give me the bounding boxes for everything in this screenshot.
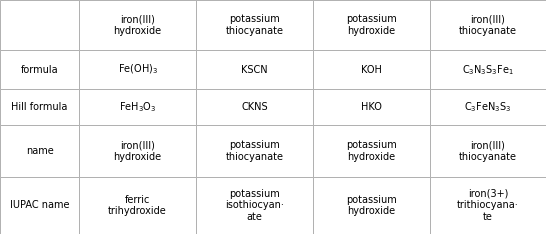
Bar xyxy=(79,0,196,50)
Text: potassium
thiocyanate: potassium thiocyanate xyxy=(225,14,283,36)
Text: iron(III)
hydroxide: iron(III) hydroxide xyxy=(114,14,162,36)
Bar xyxy=(430,50,546,89)
Text: C$_3$FeN$_3$S$_3$: C$_3$FeN$_3$S$_3$ xyxy=(464,100,512,114)
Text: iron(III)
hydroxide: iron(III) hydroxide xyxy=(114,140,162,162)
Text: potassium
hydroxide: potassium hydroxide xyxy=(346,194,396,216)
Text: formula: formula xyxy=(21,65,58,75)
Text: potassium
isothiocyan·
ate: potassium isothiocyan· ate xyxy=(225,189,284,222)
Bar xyxy=(430,0,546,50)
Text: FeH$_3$O$_3$: FeH$_3$O$_3$ xyxy=(119,100,156,114)
Bar xyxy=(0,0,79,50)
Bar xyxy=(313,177,430,234)
Bar xyxy=(79,50,196,89)
Text: iron(III)
thiocyanate: iron(III) thiocyanate xyxy=(459,140,517,162)
Bar xyxy=(196,0,313,50)
Bar xyxy=(196,50,313,89)
Bar xyxy=(313,0,430,50)
Text: IUPAC name: IUPAC name xyxy=(10,200,69,210)
Text: CKNS: CKNS xyxy=(241,102,268,112)
Bar xyxy=(79,89,196,125)
Text: iron(III)
thiocyanate: iron(III) thiocyanate xyxy=(459,14,517,36)
Text: KSCN: KSCN xyxy=(241,65,268,75)
Text: C$_3$N$_3$S$_3$Fe$_1$: C$_3$N$_3$S$_3$Fe$_1$ xyxy=(462,63,514,77)
Text: name: name xyxy=(26,146,54,156)
Bar xyxy=(79,125,196,177)
Bar xyxy=(430,125,546,177)
Text: KOH: KOH xyxy=(361,65,382,75)
Bar xyxy=(313,89,430,125)
Text: ferric
trihydroxide: ferric trihydroxide xyxy=(108,194,167,216)
Text: potassium
hydroxide: potassium hydroxide xyxy=(346,140,396,162)
Text: HKO: HKO xyxy=(361,102,382,112)
Text: potassium
hydroxide: potassium hydroxide xyxy=(346,14,396,36)
Text: Fe(OH)$_3$: Fe(OH)$_3$ xyxy=(117,63,158,77)
Bar xyxy=(0,125,79,177)
Bar xyxy=(430,177,546,234)
Bar xyxy=(196,125,313,177)
Bar xyxy=(313,125,430,177)
Bar xyxy=(0,89,79,125)
Bar xyxy=(0,50,79,89)
Bar xyxy=(79,177,196,234)
Bar xyxy=(196,177,313,234)
Text: potassium
thiocyanate: potassium thiocyanate xyxy=(225,140,283,162)
Bar xyxy=(196,89,313,125)
Bar xyxy=(430,89,546,125)
Text: iron(3+)
trithiocyana·
te: iron(3+) trithiocyana· te xyxy=(457,189,519,222)
Bar xyxy=(313,50,430,89)
Text: Hill formula: Hill formula xyxy=(11,102,68,112)
Bar xyxy=(0,177,79,234)
